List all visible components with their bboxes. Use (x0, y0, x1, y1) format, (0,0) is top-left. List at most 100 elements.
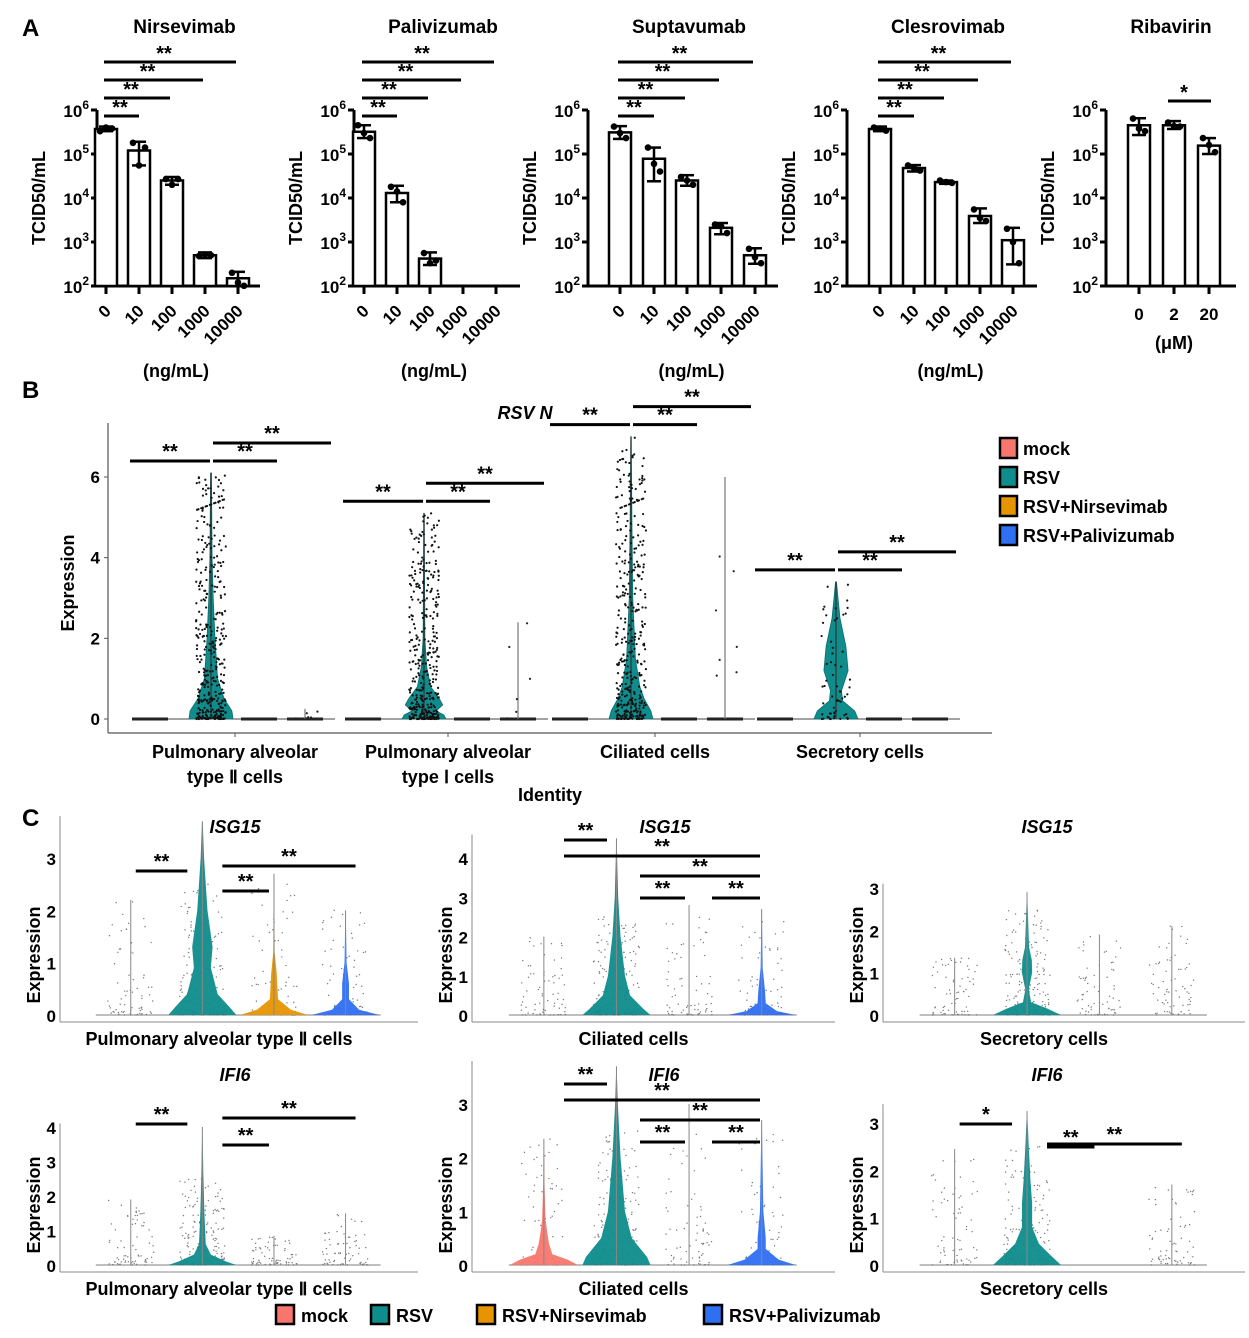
cell-point (946, 1263, 948, 1266)
cell-point (616, 663, 619, 667)
cell-point (782, 931, 784, 933)
cell-point (181, 991, 183, 993)
cell-point (825, 679, 828, 682)
cell-point (620, 506, 623, 509)
cell-point (593, 982, 595, 984)
cell-point (189, 906, 191, 909)
cell-point (1152, 992, 1155, 995)
cell-point (203, 515, 206, 519)
cell-point (709, 975, 711, 978)
cell-point (202, 671, 206, 674)
cell-point (216, 675, 219, 678)
cell-point (615, 696, 619, 699)
cell-point (637, 523, 640, 526)
cell-point (597, 1164, 600, 1167)
cell-point (674, 994, 677, 997)
cell-point (349, 1247, 351, 1249)
cell-point (123, 1014, 126, 1016)
cell-point (336, 1214, 339, 1216)
cell-point (410, 712, 414, 715)
cell-point (630, 681, 633, 685)
cell-point (780, 1006, 782, 1009)
cell-point (557, 992, 559, 994)
cell-point (195, 568, 198, 571)
cell-point (132, 1261, 134, 1263)
cell-point (422, 520, 425, 523)
cell-point (261, 949, 264, 952)
cell-point (750, 1005, 753, 1008)
cell-point (1019, 962, 1021, 965)
cell-point (179, 1227, 181, 1229)
cell-point (615, 485, 618, 489)
cell-point (943, 1247, 945, 1249)
legend-swatch (998, 436, 1019, 460)
cell-point (949, 957, 952, 960)
cell-point (544, 1009, 547, 1012)
cell-point (201, 487, 205, 490)
y-tick-label: 0 (47, 1257, 56, 1276)
cell-point (422, 565, 425, 568)
cell-point (1006, 1248, 1008, 1251)
cell-point (257, 1261, 259, 1264)
cell-point (432, 597, 435, 601)
cell-point (772, 1141, 774, 1143)
cell-point (148, 994, 151, 996)
cell-point (770, 1238, 772, 1240)
cell-point (932, 966, 935, 968)
cell-point (939, 1252, 942, 1254)
cell-point (1087, 982, 1089, 985)
cell-point (633, 676, 636, 679)
cell-point (123, 1255, 125, 1257)
cell-point (410, 574, 413, 577)
cell-point (415, 634, 418, 637)
cell-point (549, 1187, 552, 1190)
cell-point (152, 1000, 154, 1002)
cell-point (958, 1014, 960, 1016)
cell-point (633, 569, 636, 572)
cell-point (1005, 1227, 1007, 1229)
cell-point (204, 489, 207, 492)
cell-point (700, 1209, 702, 1211)
cell-point (1036, 1188, 1038, 1191)
significance-label: * (1180, 82, 1188, 104)
cell-point (210, 630, 213, 633)
cell-point (197, 717, 200, 721)
cell-point (1151, 1258, 1154, 1260)
cell-point (257, 887, 260, 890)
y-tick-label: 104 (554, 186, 580, 209)
cell-point (411, 680, 414, 683)
cell-point (1175, 1250, 1177, 1252)
cell-point (135, 1211, 137, 1214)
cell-point (553, 959, 556, 961)
y-tick-label: 2 (47, 902, 56, 921)
cell-point (643, 490, 647, 493)
cell-point (322, 1263, 324, 1266)
cell-point (641, 620, 644, 623)
significance-label: ** (655, 878, 671, 900)
data-point (1129, 115, 1137, 122)
y-axis-title: Expression (436, 906, 456, 1003)
y-tick-label: 0 (459, 1007, 468, 1026)
cell-point (627, 582, 630, 585)
cell-point (951, 1002, 953, 1005)
cell-point (434, 678, 438, 681)
cell-point (1010, 976, 1012, 978)
cell-point (1158, 1256, 1160, 1258)
cell-point (203, 686, 206, 689)
cell-point (430, 655, 433, 659)
cell-point (638, 704, 641, 707)
x-tick-label: 20 (1200, 305, 1219, 324)
cell-point (1043, 937, 1045, 939)
x-axis-title: (ng/mL) (659, 361, 725, 381)
data-point (711, 221, 719, 228)
cell-point (220, 632, 223, 635)
cell-point (689, 1245, 691, 1247)
cell-point (351, 937, 353, 939)
cell-point (205, 596, 208, 599)
cell-point (179, 989, 182, 992)
x-axis-title: Ciliated cells (578, 1029, 688, 1049)
cell-point (413, 579, 416, 582)
cell-point (593, 960, 595, 962)
